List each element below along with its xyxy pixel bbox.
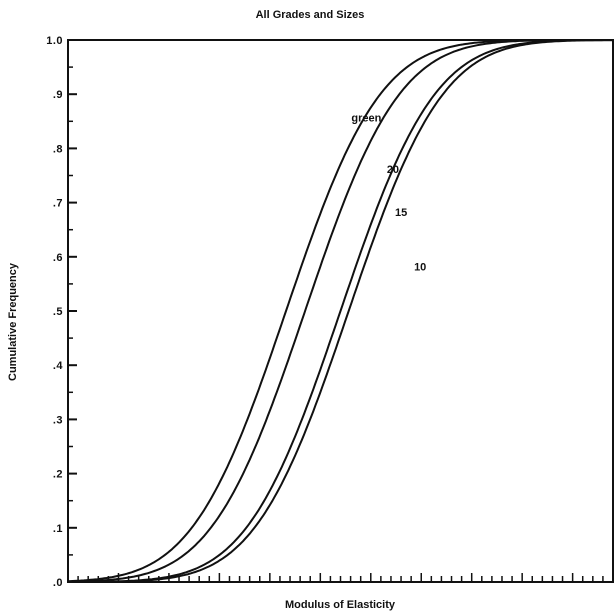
x-axis-label: Modulus of Elasticity (285, 599, 396, 611)
series-line-15 (68, 39, 613, 583)
y-tick-label: .4 (53, 360, 64, 372)
y-tick-label: .8 (53, 143, 63, 155)
series-line-10 (68, 39, 613, 583)
x-axis (77, 573, 604, 582)
series-label-layer: green 20 15 10 (351, 112, 426, 273)
series-label-green: green (351, 112, 381, 124)
y-tick-label: .0 (53, 577, 63, 589)
y-tick-label: 1.0 (46, 35, 63, 47)
y-tick-label: .5 (53, 306, 63, 318)
y-axis-label: Cumulative Frequency (7, 262, 19, 381)
series-label-15: 15 (395, 207, 407, 219)
y-tick-label: .9 (53, 89, 63, 101)
y-tick-label: .1 (53, 523, 63, 535)
y-tick-label: .3 (53, 414, 63, 426)
y-tick-label: .2 (53, 469, 63, 481)
y-tick-label: .6 (53, 252, 63, 264)
chart-title: All Grades and Sizes (256, 9, 365, 21)
series-line-20 (67, 39, 613, 583)
y-tick-label: .7 (53, 198, 63, 210)
y-axis: .0 .1 .2 .3 .4 .5 .6 .7 .8 .9 1.0 (46, 35, 77, 589)
series-label-20: 20 (387, 164, 399, 176)
series-layer (67, 39, 613, 583)
series-label-10: 10 (414, 261, 426, 273)
